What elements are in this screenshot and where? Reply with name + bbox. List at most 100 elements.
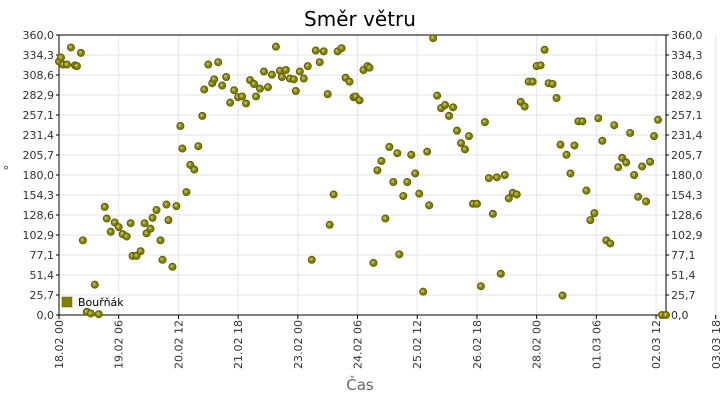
y-tick-label-right: 180,0 [671, 169, 703, 182]
data-point-highlight [564, 152, 568, 156]
data-point-highlight [371, 260, 375, 264]
data-point-highlight [305, 63, 309, 68]
data-point-highlight [572, 143, 576, 147]
data-point-highlight [592, 210, 596, 215]
data-point-highlight [434, 93, 439, 97]
data-point-highlight [635, 194, 640, 198]
data-point-highlight [321, 49, 325, 53]
x-tick-label: 03.03 18 [710, 320, 720, 369]
data-point-highlight [430, 35, 435, 40]
data-point-highlight [325, 91, 329, 96]
data-point-highlight [138, 249, 142, 253]
data-point-highlight [568, 171, 572, 175]
data-point-highlight [550, 81, 554, 85]
data-point-highlight [253, 94, 258, 98]
data-point-highlight [164, 202, 168, 206]
data-point-highlight [206, 62, 210, 66]
data-point-highlight [291, 77, 295, 81]
data-point-highlight [166, 217, 170, 222]
data-point-highlight [239, 94, 244, 98]
data-point-highlight [514, 192, 518, 196]
data-point-highlight [102, 204, 106, 208]
data-point-highlight [188, 162, 192, 166]
data-point-highlight [124, 234, 128, 238]
data-point-highlight [80, 238, 84, 242]
x-tick-label: 26.02 18 [471, 320, 484, 369]
data-point-highlight [212, 77, 216, 81]
data-point-highlight [604, 238, 608, 242]
data-point-highlight [424, 149, 429, 153]
data-point-highlight [450, 105, 455, 109]
y-tick-label: 334,3 [23, 49, 55, 62]
data-point-highlight [200, 113, 204, 117]
data-point-highlight [144, 231, 148, 235]
data-point-highlight [68, 45, 72, 49]
data-point-highlight [639, 164, 644, 168]
data-point-highlight [74, 63, 78, 68]
data-point-highlight [317, 60, 321, 64]
data-point-highlight [383, 216, 387, 220]
data-point-highlight [301, 76, 305, 80]
y-tick-label-right: 25,7 [671, 289, 696, 302]
data-point-highlight [361, 67, 365, 71]
data-point-highlight [293, 88, 297, 92]
x-tick-label: 01.03 06 [590, 320, 603, 369]
y-tick-label-right: 128,6 [671, 209, 703, 222]
y-tick-label: 308,6 [23, 69, 55, 82]
data-point-highlight [160, 257, 164, 261]
data-point-highlight [192, 167, 196, 171]
data-point-highlight [58, 55, 62, 59]
data-point-highlight [522, 104, 526, 108]
y-tick-label-right: 308,6 [671, 69, 703, 82]
data-point-highlight [279, 74, 283, 78]
data-point-highlight [170, 264, 174, 268]
y-ticks-right: 0,0 25,7 51,4 77,1 102,9 128,6 154,3 180,0 205,7… [666, 29, 703, 322]
data-point-highlight [600, 138, 604, 142]
data-point-highlight [482, 119, 486, 124]
y-tick-label: 25,7 [30, 289, 55, 302]
data-point-highlight [283, 67, 287, 71]
data-point-highlight [261, 69, 265, 73]
data-point-highlight [142, 221, 146, 225]
data-point-highlight [417, 191, 421, 195]
data-point-highlight [620, 155, 624, 159]
data-point-highlight [454, 128, 459, 132]
y-tick-label: 180,0 [23, 169, 55, 182]
data-point-highlight [104, 216, 108, 220]
data-point-highlight [128, 221, 132, 225]
data-point-highlight [558, 142, 562, 146]
data-point-highlight [231, 88, 236, 92]
data-point-highlight [647, 159, 652, 163]
data-point-highlight [560, 293, 564, 297]
data-point-highlight [116, 224, 120, 229]
data-point-highlight [108, 229, 112, 233]
y-tick-label-right: 205,7 [671, 149, 703, 162]
data-point-highlight [154, 207, 158, 211]
data-point-highlight [426, 203, 431, 207]
data-point-highlight [174, 203, 178, 208]
data-point-highlight [313, 48, 317, 52]
y-tick-label: 360,0 [23, 29, 55, 42]
data-point-highlight [196, 144, 200, 148]
data-point-highlight [112, 220, 116, 224]
data-point-highlight [498, 271, 502, 275]
data-point-highlight [309, 257, 313, 261]
legend: Bouřňák [61, 296, 124, 309]
y-tick-label: 102,9 [23, 229, 55, 242]
data-point-highlight [158, 238, 162, 242]
series-points [55, 34, 671, 319]
y-tick-label-right: 154,3 [671, 189, 703, 202]
data-point-highlight [446, 113, 451, 117]
data-point-highlight [478, 284, 482, 288]
data-point-highlight [327, 222, 331, 226]
x-tick-label: 28.02 00 [531, 320, 544, 369]
data-point-highlight [343, 75, 347, 79]
data-point-highlight [297, 69, 301, 73]
data-point-highlight [405, 179, 409, 183]
data-point-highlight [395, 151, 399, 155]
data-point-highlight [120, 231, 124, 236]
data-point-highlight [247, 77, 252, 82]
data-point-highlight [335, 49, 339, 53]
data-point-highlight [554, 95, 558, 99]
